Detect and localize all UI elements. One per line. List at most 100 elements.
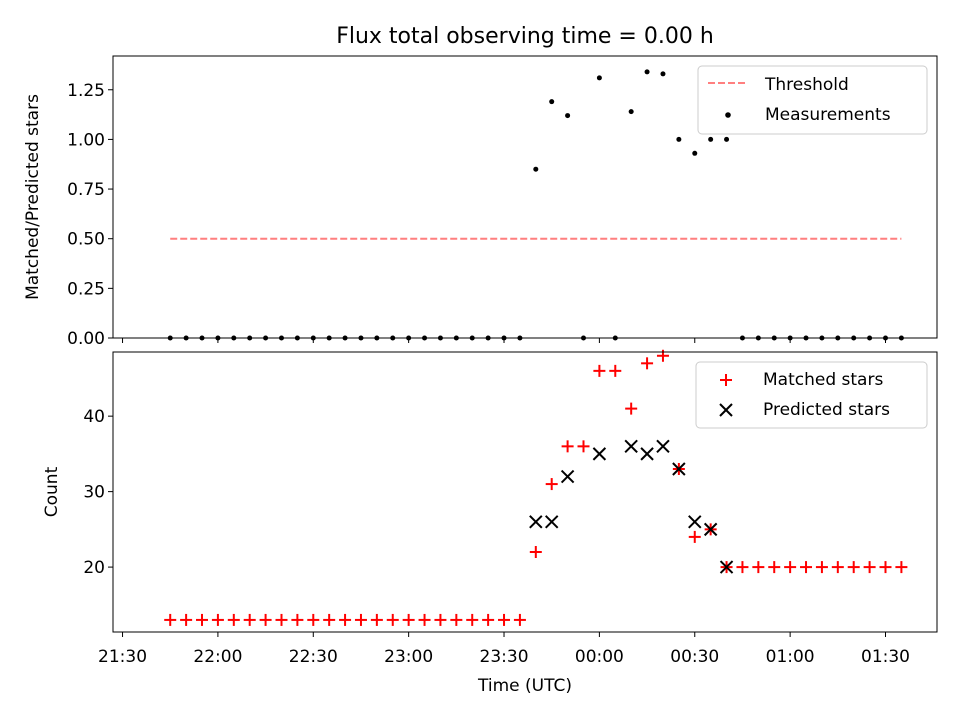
x-tick-label: 21:30 bbox=[98, 647, 147, 667]
legend-measurements-swatch bbox=[725, 112, 731, 118]
bottom-y-ticks: 20 30 40 bbox=[83, 407, 113, 578]
measurement-point bbox=[533, 166, 539, 172]
x-tick-label: 00:00 bbox=[575, 647, 624, 667]
predicted-star-point bbox=[544, 515, 559, 529]
matched-star-point bbox=[275, 613, 288, 626]
top-axes-frame bbox=[112, 55, 938, 339]
matched-star-point bbox=[895, 561, 908, 574]
top-y-tick-label: 0.50 bbox=[67, 230, 105, 250]
measurement-point bbox=[565, 113, 571, 119]
matched-star-point bbox=[434, 613, 447, 626]
matched-star-point bbox=[498, 613, 511, 626]
measurement-point bbox=[708, 136, 714, 142]
predicted-star-point bbox=[703, 522, 718, 537]
measurement-point bbox=[724, 136, 730, 142]
matched-star-point bbox=[768, 561, 781, 574]
x-tick-label: 22:00 bbox=[193, 647, 242, 667]
matched-star-point bbox=[243, 613, 256, 626]
matched-star-point bbox=[752, 561, 765, 574]
matched-star-point bbox=[307, 613, 320, 626]
predicted-star-point bbox=[719, 560, 734, 574]
chart-title: Flux total observing time = 0.00 h bbox=[336, 24, 714, 49]
matched-star-point bbox=[561, 440, 574, 453]
bottom-x-ticks: 21:30 22:00 22:30 23:00 23:30 00:00 00:30 01:00… bbox=[98, 632, 910, 667]
top-y-tick-label: 0.00 bbox=[67, 329, 105, 349]
top-legend-box bbox=[697, 65, 928, 135]
matched-star-point bbox=[164, 613, 177, 626]
x-tick-label: 23:30 bbox=[480, 647, 529, 667]
measurement-point bbox=[660, 71, 666, 77]
matched-star-point bbox=[482, 613, 495, 626]
predicted-star-point bbox=[560, 469, 575, 484]
matched-star-point bbox=[291, 613, 304, 626]
matched-star-point bbox=[800, 561, 813, 574]
predicted-star-point bbox=[529, 515, 543, 529]
matched-star-point bbox=[211, 613, 224, 626]
measurement-point bbox=[628, 109, 634, 115]
measurement-point bbox=[644, 69, 650, 75]
matched-star-point bbox=[418, 613, 431, 626]
top-axes: Flux total observing time = 0.00 h 0.00 0… bbox=[23, 24, 938, 349]
matched-star-point bbox=[593, 364, 606, 377]
matched-star-point bbox=[545, 478, 558, 491]
bottom-axes: 20 30 40 21:30 22:00 22:30 23:00 23:30 00:00 00:… bbox=[42, 349, 938, 696]
x-tick-label: 01:00 bbox=[766, 647, 815, 667]
bottom-y-tick-label: 20 bbox=[83, 558, 105, 578]
matched-star-point bbox=[513, 613, 526, 626]
matched-star-point bbox=[847, 561, 860, 574]
x-axis-label: Time (UTC) bbox=[477, 676, 572, 696]
matched-star-point bbox=[736, 561, 749, 574]
matched-star-point bbox=[386, 613, 399, 626]
matched-star-point bbox=[259, 613, 272, 626]
legend-predicted-swatch bbox=[719, 403, 733, 417]
measurement-point bbox=[692, 150, 698, 156]
top-y-tick-label: 1.25 bbox=[67, 81, 105, 101]
top-y-tick-label: 1.00 bbox=[67, 130, 105, 150]
legend-matched-label: Matched stars bbox=[763, 370, 883, 390]
matched-star-point bbox=[354, 613, 367, 626]
top-legend: Threshold Measurements bbox=[697, 65, 928, 135]
matched-star-point bbox=[784, 561, 797, 574]
predicted-star-point bbox=[656, 439, 670, 454]
top-y-tick-label: 0.25 bbox=[67, 279, 105, 299]
measurement-point bbox=[596, 75, 602, 81]
matched-star-point bbox=[227, 613, 240, 626]
bottom-legend: Matched stars Predicted stars bbox=[695, 361, 928, 429]
matched-star-point bbox=[466, 613, 479, 626]
legend-predicted-label: Predicted stars bbox=[763, 400, 890, 420]
measurement-point bbox=[549, 99, 555, 105]
x-tick-label: 00:30 bbox=[670, 647, 719, 667]
matched-star-point bbox=[450, 613, 463, 626]
bottom-axes-frame bbox=[112, 351, 938, 633]
top-y-ticks: 0.00 0.25 0.50 0.75 1.00 1.25 bbox=[67, 81, 113, 349]
legend-matched-swatch bbox=[720, 374, 732, 386]
top-y-axis-label: Matched/Predicted stars bbox=[23, 94, 43, 300]
matched-star-point bbox=[323, 613, 336, 626]
matched-star-point bbox=[196, 613, 209, 626]
matched-star-point bbox=[688, 530, 701, 543]
bottom-y-tick-label: 40 bbox=[83, 407, 105, 427]
predicted-star-point bbox=[640, 447, 654, 461]
matched-star-point bbox=[577, 440, 590, 453]
top-x-ticks bbox=[122, 338, 886, 343]
bottom-legend-box bbox=[695, 361, 928, 429]
matched-star-point bbox=[370, 613, 383, 626]
matched-star-point bbox=[180, 613, 193, 626]
bottom-y-tick-label: 30 bbox=[83, 483, 105, 503]
matched-star-point bbox=[879, 561, 892, 574]
bottom-plot-area bbox=[164, 349, 908, 626]
measurement-point bbox=[676, 136, 682, 142]
x-tick-label: 23:00 bbox=[384, 647, 433, 667]
predicted-star-point bbox=[672, 462, 686, 476]
matched-star-point bbox=[831, 561, 844, 574]
matched-star-point bbox=[529, 546, 542, 558]
predicted-star-point bbox=[592, 447, 607, 461]
legend-threshold-label: Threshold bbox=[764, 75, 849, 95]
legend-measurements-label: Measurements bbox=[765, 105, 891, 125]
predicted-star-point bbox=[624, 439, 638, 454]
matched-star-point bbox=[339, 613, 352, 626]
x-tick-label: 01:30 bbox=[861, 647, 910, 667]
bottom-y-axis-label: Count bbox=[42, 466, 62, 517]
matched-star-point bbox=[641, 357, 654, 370]
